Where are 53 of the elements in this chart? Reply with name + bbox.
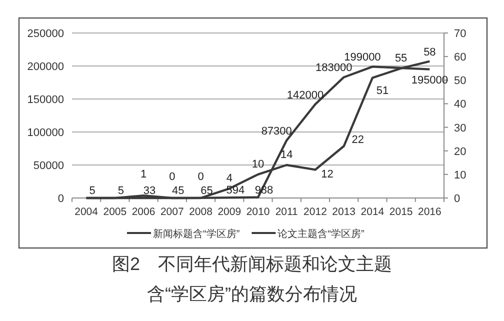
data-label: 58	[424, 46, 436, 58]
x-tick-label: 2006	[132, 206, 156, 218]
x-tick-label: 2007	[160, 206, 184, 218]
x-tick-label: 2015	[389, 206, 413, 218]
y2-tick-label: 10	[454, 169, 466, 182]
data-label: 5	[118, 184, 124, 197]
data-label: 142000	[286, 89, 324, 102]
x-tick-label: 2008	[189, 206, 213, 218]
data-label: 33	[143, 184, 156, 197]
data-label: 12	[321, 168, 334, 181]
y-tick-label: 100000	[27, 127, 64, 139]
x-tick-label: 2009	[218, 206, 242, 218]
data-label: 195000	[411, 74, 448, 86]
y-tick-label: 50000	[33, 160, 64, 172]
data-label: 65	[200, 184, 213, 197]
x-tick-label: 2004	[74, 206, 98, 218]
data-label: 199000	[344, 52, 381, 64]
y2-tick-label: 50	[454, 75, 466, 88]
x-tick-label: 2012	[304, 206, 328, 218]
x-tick-label: 2005	[103, 206, 127, 218]
y2-tick-label: 30	[454, 122, 466, 134]
data-label: 1	[140, 168, 147, 181]
y-tick-label: 250000	[27, 28, 64, 40]
legend-label: 论文主题含“学区房”	[278, 228, 364, 240]
data-label: 0	[169, 171, 176, 183]
y2-tick-label: 20	[454, 146, 466, 158]
x-tick-label: 2014	[360, 206, 384, 218]
y2-tick-label: 60	[454, 52, 466, 64]
y2-tick-label: 0	[454, 193, 460, 205]
data-label: 183000	[315, 62, 352, 74]
data-label: 14	[280, 149, 293, 161]
data-label: 594	[226, 184, 245, 197]
data-label: 4	[226, 172, 232, 185]
y2-tick-label: 70	[454, 28, 466, 40]
y-tick-label: 200000	[27, 61, 64, 73]
data-label: 87300	[261, 125, 292, 138]
y-tick-label: 0	[58, 193, 64, 205]
y-tick-label: 150000	[27, 94, 64, 106]
data-label: 55	[394, 52, 408, 64]
data-label: 0	[198, 171, 204, 183]
legend-label: 新闻标题含“学区房”	[153, 228, 240, 240]
data-label: 10	[252, 158, 264, 170]
text: 含“学区房”的篇数分布情况	[147, 284, 357, 304]
x-tick-label: 2010	[246, 206, 270, 218]
data-label: 22	[352, 134, 364, 146]
x-tick-label: 2011	[275, 206, 298, 218]
data-label: 51	[376, 84, 389, 97]
x-tick-label: 2016	[418, 206, 442, 218]
data-label: 45	[172, 184, 184, 197]
text: 图2 不同年代新闻标题和论文主题	[112, 254, 392, 274]
x-tick-label: 2013	[332, 206, 356, 218]
data-label: 5	[89, 184, 96, 197]
y2-tick-label: 40	[454, 98, 466, 111]
